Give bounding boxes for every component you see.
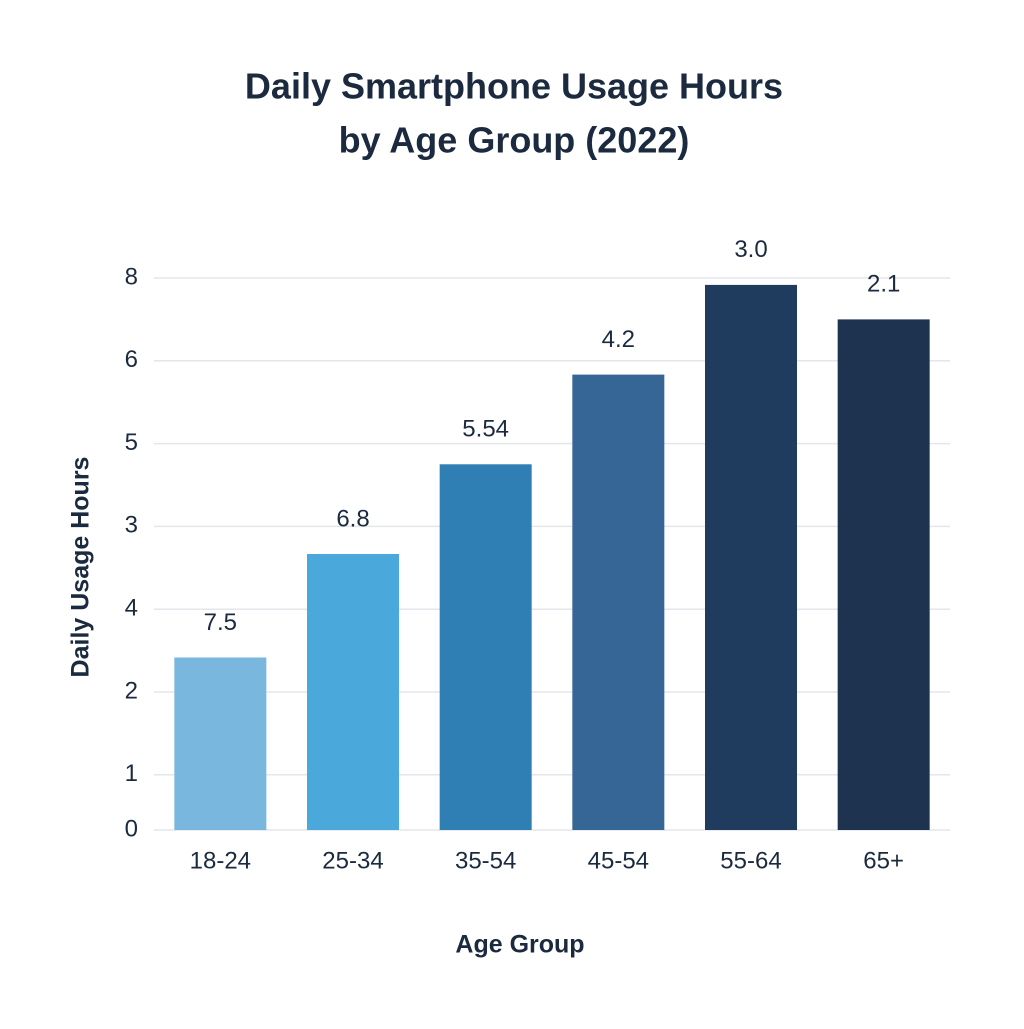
x-axis-label: Age Group xyxy=(455,931,584,959)
chart-title: Daily Smartphone Usage Hours xyxy=(245,66,783,107)
x-tick-label: 18-24 xyxy=(190,847,251,874)
bar xyxy=(439,464,532,830)
x-tick-label: 45-54 xyxy=(588,847,649,874)
bar-label: 6.8 xyxy=(336,505,369,532)
y-tick-label: 0 xyxy=(125,815,138,842)
x-tick-label: 35-54 xyxy=(455,847,516,874)
y-axis-label: Daily Usage Hours xyxy=(67,457,95,678)
y-tick-label: 6 xyxy=(125,346,138,373)
y-tick-label: 4 xyxy=(125,595,138,622)
bar xyxy=(572,374,665,830)
bar xyxy=(837,319,930,830)
bar xyxy=(307,554,399,830)
y-tick-label: 2 xyxy=(125,677,138,704)
bar-label: 5.54 xyxy=(462,416,509,443)
y-tick-label: 8 xyxy=(125,263,138,290)
y-tick-label: 3 xyxy=(125,512,138,539)
x-tick-label: 55-64 xyxy=(720,847,781,874)
y-tick-label: 5 xyxy=(125,429,138,456)
bar-label: 2.1 xyxy=(867,271,900,298)
y-tick-label: 1 xyxy=(125,760,138,787)
bar-label: 3.0 xyxy=(734,236,767,263)
bar-label: 7.5 xyxy=(204,609,237,636)
bar xyxy=(174,657,267,830)
x-tick-label: 25-34 xyxy=(322,847,383,874)
bar-label: 4.2 xyxy=(602,326,635,353)
x-tick-label: 65+ xyxy=(863,847,904,874)
bar xyxy=(705,284,797,830)
chart-title: by Age Group (2022) xyxy=(339,120,690,161)
